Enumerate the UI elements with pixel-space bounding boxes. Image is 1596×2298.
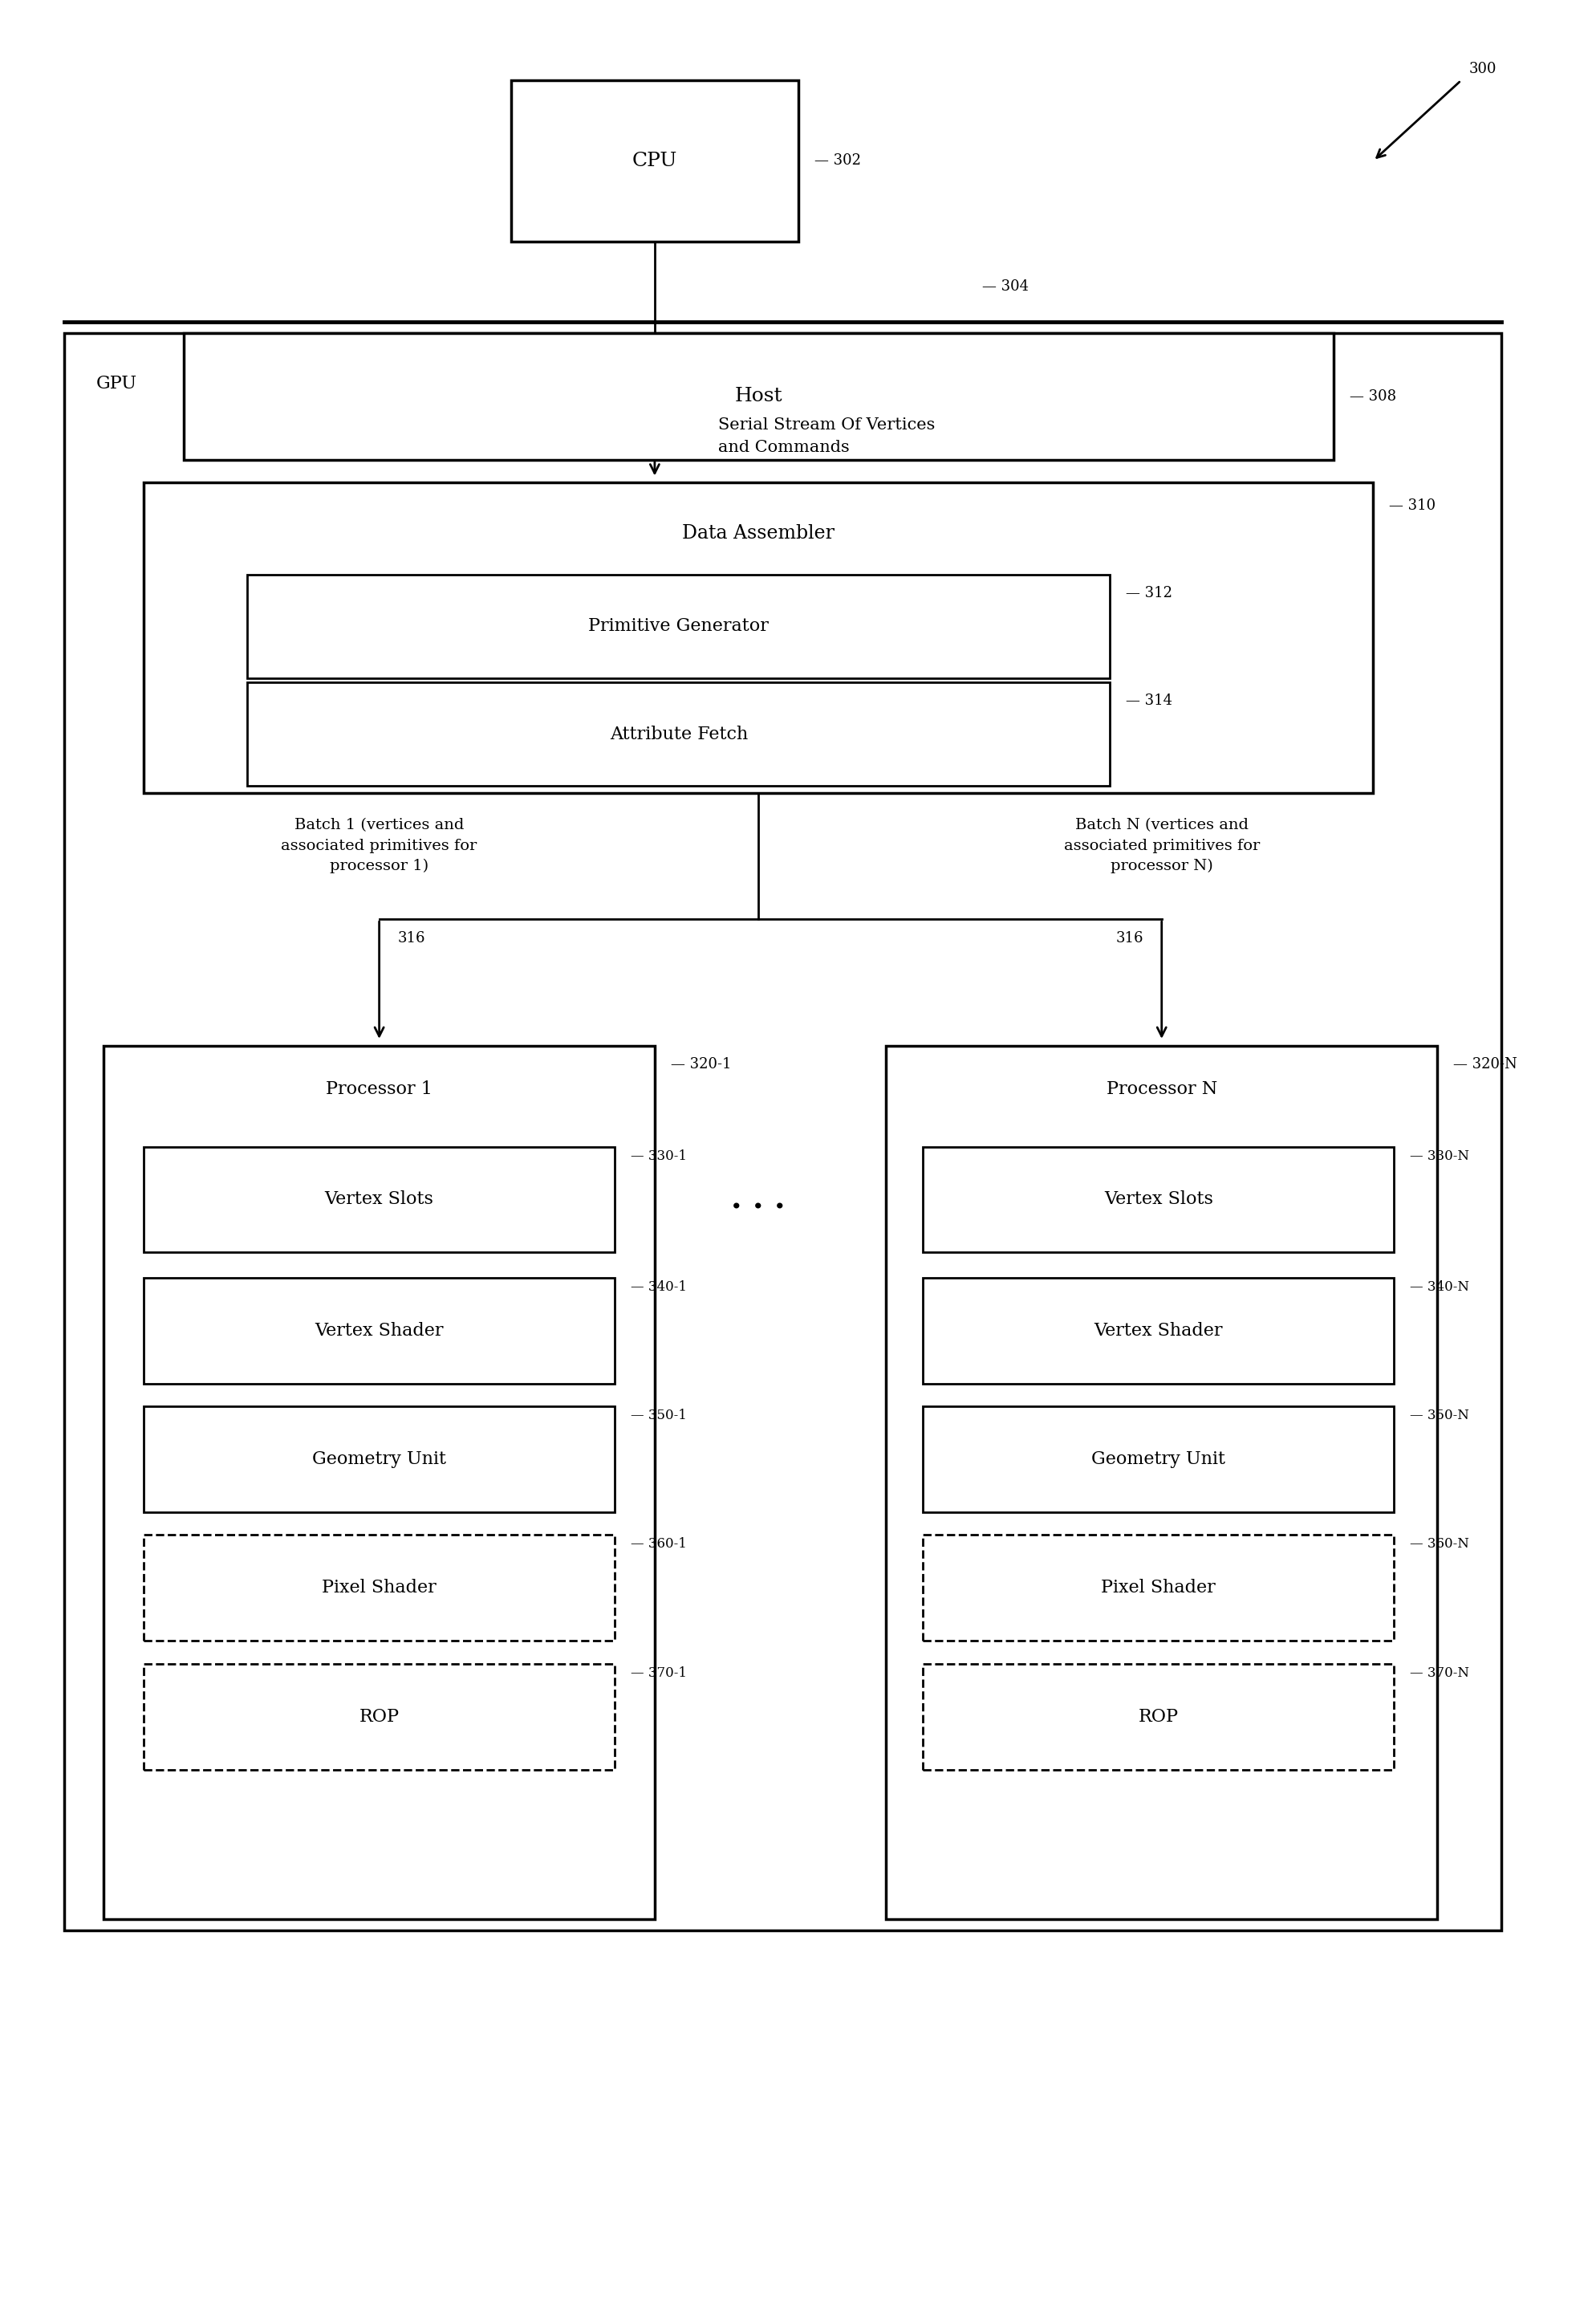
Text: — 330-N: — 330-N [1409,1149,1468,1163]
Text: CPU: CPU [632,152,677,170]
FancyBboxPatch shape [511,80,798,241]
FancyBboxPatch shape [144,1147,614,1252]
Text: — 360-1: — 360-1 [630,1537,686,1551]
Text: Geometry Unit: Geometry Unit [313,1450,445,1468]
Text: GPU: GPU [96,375,137,393]
Text: Vertex Slots: Vertex Slots [1103,1190,1213,1209]
Text: — 340-N: — 340-N [1409,1280,1468,1294]
FancyBboxPatch shape [247,574,1109,678]
Text: . . .: . . . [731,1183,785,1216]
FancyBboxPatch shape [922,1147,1393,1252]
FancyBboxPatch shape [64,333,1500,1930]
Text: — 320-1: — 320-1 [670,1057,731,1071]
Text: Processor 1: Processor 1 [326,1080,433,1098]
Text: — 314: — 314 [1125,694,1171,708]
Text: Vertex Slots: Vertex Slots [324,1190,434,1209]
Text: — 340-1: — 340-1 [630,1280,686,1294]
Text: Data Assembler: Data Assembler [681,524,835,542]
Text: — 370-N: — 370-N [1409,1666,1468,1680]
Text: — 350-1: — 350-1 [630,1409,686,1422]
FancyBboxPatch shape [144,1664,614,1769]
FancyBboxPatch shape [144,1406,614,1512]
Text: Geometry Unit: Geometry Unit [1092,1450,1224,1468]
Text: — 360-N: — 360-N [1409,1537,1468,1551]
FancyBboxPatch shape [886,1046,1436,1919]
Text: Pixel Shader: Pixel Shader [1101,1579,1215,1597]
Text: Batch N (vertices and
associated primitives for
processor N): Batch N (vertices and associated primiti… [1063,818,1259,873]
FancyBboxPatch shape [144,1535,614,1641]
Text: ROP: ROP [359,1707,399,1726]
FancyBboxPatch shape [104,1046,654,1919]
FancyBboxPatch shape [922,1535,1393,1641]
FancyBboxPatch shape [247,683,1109,786]
FancyBboxPatch shape [144,1278,614,1383]
Text: Host: Host [734,386,782,407]
Text: 316: 316 [397,931,425,944]
FancyBboxPatch shape [184,333,1333,460]
Text: — 370-1: — 370-1 [630,1666,686,1680]
Text: Vertex Shader: Vertex Shader [314,1321,444,1340]
FancyBboxPatch shape [922,1406,1393,1512]
Text: Processor N: Processor N [1106,1080,1216,1098]
Text: Attribute Fetch: Attribute Fetch [610,726,747,742]
Text: 300: 300 [1468,62,1495,76]
Text: — 310: — 310 [1389,499,1435,512]
Text: Batch 1 (vertices and
associated primitives for
processor 1): Batch 1 (vertices and associated primiti… [281,818,477,873]
Text: Primitive Generator: Primitive Generator [587,618,769,634]
Text: — 320-N: — 320-N [1452,1057,1516,1071]
Text: — 330-1: — 330-1 [630,1149,686,1163]
Text: — 304: — 304 [982,280,1028,294]
Text: Pixel Shader: Pixel Shader [322,1579,436,1597]
Text: — 350-N: — 350-N [1409,1409,1468,1422]
FancyBboxPatch shape [144,483,1373,793]
Text: 316: 316 [1116,931,1143,944]
Text: — 308: — 308 [1349,388,1395,404]
Text: — 312: — 312 [1125,586,1171,600]
Text: Vertex Shader: Vertex Shader [1093,1321,1223,1340]
Text: — 302: — 302 [814,154,860,168]
Text: Serial Stream Of Vertices
and Commands: Serial Stream Of Vertices and Commands [718,418,935,455]
FancyBboxPatch shape [922,1278,1393,1383]
FancyBboxPatch shape [922,1664,1393,1769]
Text: ROP: ROP [1138,1707,1178,1726]
